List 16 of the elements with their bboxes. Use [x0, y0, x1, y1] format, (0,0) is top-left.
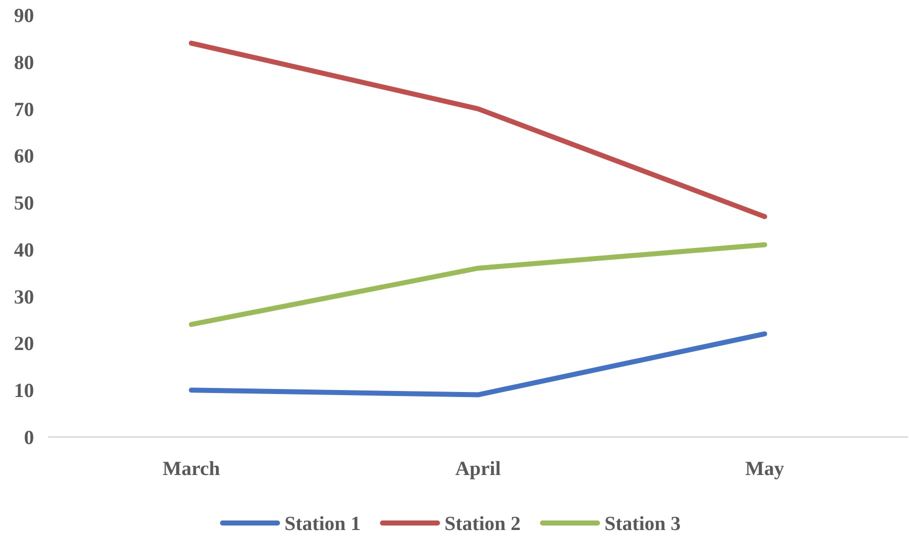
y-tick-label: 0	[24, 427, 34, 449]
y-tick-label: 60	[14, 146, 34, 168]
x-tick-label: May	[745, 458, 784, 480]
legend-label: Station 1	[284, 513, 361, 535]
y-tick-label: 80	[14, 52, 34, 74]
y-tick-label: 50	[14, 192, 34, 215]
legend-label: Station 2	[444, 513, 521, 535]
legend-label: Station 3	[604, 513, 681, 535]
y-tick-label: 10	[14, 380, 34, 402]
x-tick-label: March	[162, 458, 220, 480]
y-tick-label: 30	[14, 286, 34, 308]
y-tick-label: 40	[14, 239, 34, 262]
x-tick-label: April	[455, 458, 502, 480]
y-tick-label: 70	[14, 98, 34, 121]
y-tick-label: 90	[14, 5, 34, 27]
y-tick-label: 20	[14, 333, 34, 356]
